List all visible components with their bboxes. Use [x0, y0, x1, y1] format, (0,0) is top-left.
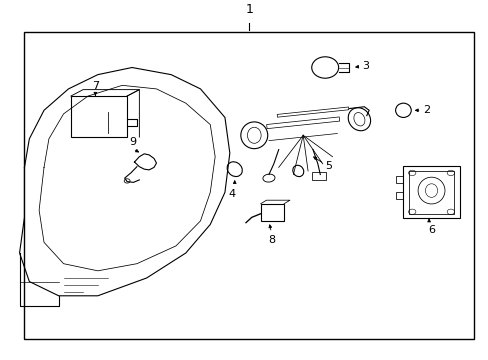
Bar: [24, 32, 473, 339]
Ellipse shape: [240, 122, 267, 149]
Text: 9: 9: [129, 137, 136, 147]
Text: 3: 3: [361, 61, 368, 71]
Bar: [71, 96, 127, 137]
Text: 6: 6: [427, 225, 434, 235]
Bar: [408, 171, 453, 214]
Text: 7: 7: [92, 81, 99, 91]
Text: 5: 5: [325, 161, 331, 171]
Text: 8: 8: [267, 235, 274, 245]
Bar: [403, 166, 459, 218]
Bar: [260, 204, 284, 221]
Ellipse shape: [347, 108, 370, 131]
Bar: [311, 172, 325, 180]
Text: 4: 4: [228, 189, 235, 199]
Text: 2: 2: [422, 105, 429, 115]
Text: 1: 1: [245, 3, 253, 16]
